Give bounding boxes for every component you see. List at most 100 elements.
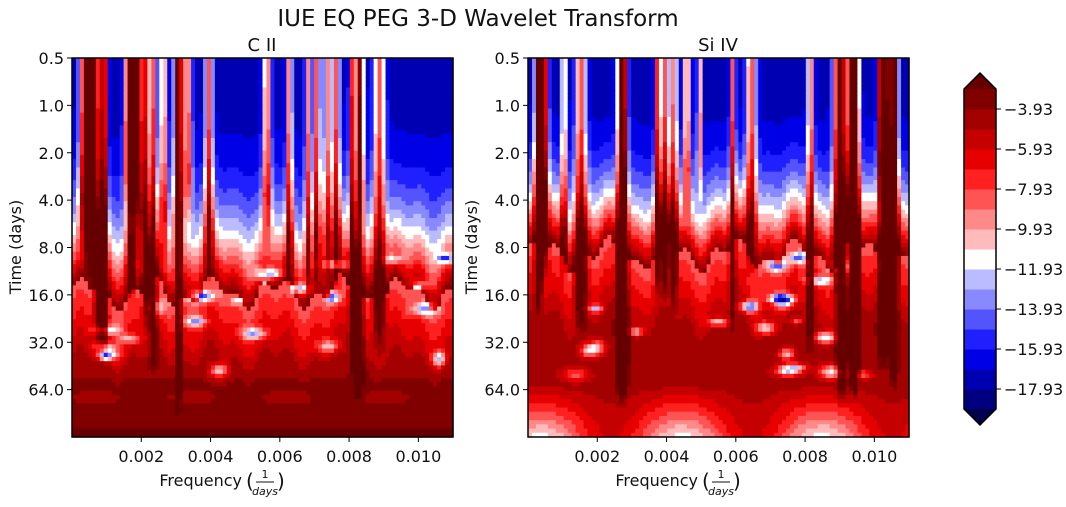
heatmap-cell: [79, 255, 85, 261]
heatmap-cell: [254, 116, 260, 122]
heatmap-cell: [72, 104, 77, 110]
heatmap-cell: [433, 222, 438, 228]
heatmap-cell: [242, 260, 248, 265]
heatmap-cell: [202, 251, 208, 257]
heatmap-cell: [385, 142, 391, 148]
heatmap-cell: [437, 239, 442, 244]
heatmap-cell: [119, 268, 125, 274]
heatmap-cell: [329, 243, 335, 249]
heatmap-cell: [429, 112, 434, 118]
heatmap-cell: [167, 268, 172, 274]
heatmap-cell: [298, 243, 303, 249]
heatmap-cell: [206, 192, 212, 198]
heatmap-cell: [353, 133, 359, 139]
heatmap-cell: [222, 218, 228, 223]
heatmap-cell: [218, 163, 224, 169]
heatmap-cell: [333, 213, 339, 219]
heatmap-cell: [139, 133, 145, 139]
heatmap-cell: [262, 234, 268, 240]
heatmap-cell: [270, 104, 276, 110]
heatmap-cell: [258, 112, 264, 118]
heatmap-cell: [79, 196, 85, 202]
heatmap-cell: [441, 74, 446, 80]
heatmap-cell: [445, 247, 450, 253]
heatmap-cell: [91, 180, 97, 185]
heatmap-cell: [385, 125, 391, 131]
heatmap-cell: [326, 150, 331, 156]
heatmap-cell: [425, 184, 430, 190]
heatmap-cell: [322, 175, 327, 181]
heatmap-cell: [349, 196, 355, 202]
heatmap-cell: [409, 175, 414, 181]
heatmap-cell: [222, 213, 228, 219]
heatmap-cell: [429, 70, 434, 76]
heatmap-cell: [91, 196, 97, 202]
heatmap-cell: [191, 116, 196, 122]
heatmap-cell: [143, 209, 149, 215]
heatmap-cell: [119, 226, 125, 232]
heatmap-cell: [449, 104, 454, 110]
heatmap-cell: [433, 83, 438, 89]
heatmap-cell: [314, 154, 319, 160]
heatmap-cell: [83, 133, 89, 139]
heatmap-cell: [377, 129, 383, 135]
heatmap-cell: [361, 58, 367, 63]
heatmap-cell: [159, 268, 164, 274]
heatmap-cell: [250, 133, 256, 139]
heatmap-cell: [87, 209, 93, 215]
heatmap-cell: [393, 116, 399, 122]
heatmap-cell: [167, 62, 172, 68]
heatmap-cell: [151, 188, 156, 194]
heatmap-cell: [135, 79, 141, 84]
heatmap-cell: [365, 201, 371, 206]
heatmap-cell: [139, 104, 145, 110]
heatmap-cell: [377, 218, 383, 223]
heatmap-cell: [302, 104, 307, 110]
heatmap-cell: [333, 184, 339, 190]
heatmap-cell: [199, 125, 204, 131]
heatmap-cell: [139, 100, 145, 105]
heatmap-cell: [445, 222, 450, 228]
heatmap-cell: [115, 58, 121, 63]
heatmap-cell: [111, 192, 117, 198]
heatmap-cell: [183, 146, 188, 152]
heatmap-cell: [381, 239, 387, 244]
heatmap-cell: [353, 142, 359, 148]
heatmap-cell: [290, 184, 295, 190]
heatmap-cell: [333, 112, 339, 118]
heatmap-cell: [326, 91, 331, 97]
heatmap-cell: [234, 154, 240, 160]
heatmap-cell: [226, 175, 232, 181]
heatmap-cell: [262, 167, 268, 173]
heatmap-cell: [210, 188, 216, 194]
heatmap-cell: [397, 91, 403, 97]
heatmap-cell: [377, 95, 383, 101]
heatmap-cell: [401, 226, 406, 232]
heatmap-cell: [103, 234, 109, 240]
heatmap-cell: [270, 146, 276, 152]
heatmap-cell: [318, 167, 323, 173]
heatmap-cell: [365, 104, 371, 110]
heatmap-cell: [329, 138, 335, 143]
heatmap-cell: [282, 209, 287, 215]
heatmap-cell: [171, 66, 176, 72]
heatmap-cell: [266, 218, 272, 223]
heatmap-cell: [429, 142, 434, 148]
heatmap-cell: [199, 192, 204, 198]
heatmap-cell: [353, 260, 359, 265]
heatmap-cell: [381, 272, 387, 278]
heatmap-cell: [195, 100, 200, 105]
heatmap-cell: [274, 100, 279, 105]
heatmap-cell: [413, 188, 418, 194]
heatmap-cell: [341, 150, 347, 156]
heatmap-cell: [381, 264, 387, 270]
heatmap-cell: [147, 146, 152, 152]
heatmap-cell: [377, 272, 383, 278]
heatmap-cell: [397, 146, 403, 152]
heatmap-cell: [401, 251, 406, 257]
heatmap-cell: [381, 146, 387, 152]
heatmap-cell: [262, 180, 268, 185]
heatmap-cell: [79, 62, 85, 68]
heatmap-cell: [242, 184, 248, 190]
heatmap-cell: [135, 188, 141, 194]
